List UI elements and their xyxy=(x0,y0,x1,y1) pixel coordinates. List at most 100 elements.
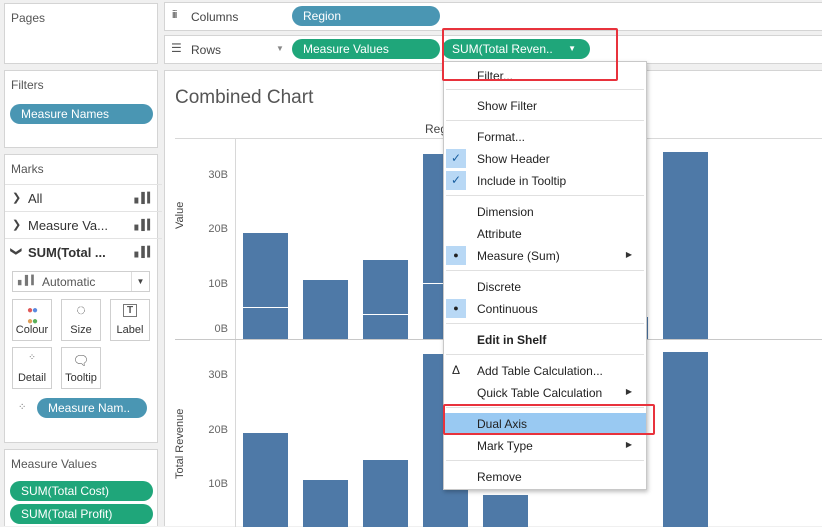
menu-item-include-in-tooltip[interactable]: ✓ Include in Tooltip xyxy=(444,170,646,191)
chart-bar[interactable] xyxy=(363,259,408,339)
menu-item-label: Include in Tooltip xyxy=(477,174,567,188)
columns-shelf: iii Columns Region xyxy=(164,2,822,31)
menu-item-label: Dual Axis xyxy=(477,417,528,431)
chart-bar[interactable] xyxy=(243,232,288,339)
checkmark-icon: ✓ xyxy=(446,149,466,168)
chart-bar[interactable] xyxy=(303,480,348,527)
size-icon: ◌ xyxy=(76,302,86,319)
columns-label: Columns xyxy=(191,10,239,24)
menu-item-attribute[interactable]: Attribute xyxy=(444,223,646,244)
menu-item-label: Quick Table Calculation xyxy=(477,386,603,400)
bar-mark-icon: ▖▌▍ xyxy=(134,247,155,258)
menu-separator xyxy=(446,270,644,271)
menu-item-mark-type[interactable]: Mark Type ▶ xyxy=(444,435,646,456)
menu-item-show-header[interactable]: ✓ Show Header xyxy=(444,148,646,169)
rows-pill-measure-values[interactable]: Measure Values xyxy=(292,39,440,59)
tooltip-icon: 🗨 xyxy=(72,353,90,368)
detail-button[interactable]: ⁘ Detail xyxy=(12,347,52,389)
menu-item-dimension[interactable]: Dimension xyxy=(444,201,646,222)
bar-mark-icon: ▖▌▍ xyxy=(18,275,39,285)
delta-icon: Δ xyxy=(452,363,461,377)
chart-bar[interactable] xyxy=(363,459,408,527)
marks-field-pill[interactable]: Measure Nam.. xyxy=(37,398,147,418)
mark-type-value: Automatic xyxy=(42,275,96,289)
chart-bar[interactable] xyxy=(243,432,288,527)
marks-row-label: SUM(Total ... xyxy=(28,245,106,260)
measure-pill-total-profit[interactable]: SUM(Total Profit) xyxy=(10,504,153,524)
filter-pill-measure-names[interactable]: Measure Names xyxy=(10,104,153,124)
y-tick: 20B xyxy=(208,223,228,235)
menu-item-edit-in-shelf[interactable]: Edit in Shelf xyxy=(444,329,646,350)
filters-panel: Filters Measure Names xyxy=(4,70,158,148)
y-tick: 10B xyxy=(208,478,228,490)
marks-title: Marks xyxy=(11,162,44,176)
y-tick: 30B xyxy=(208,169,228,181)
menu-item-show-filter[interactable]: Show Filter xyxy=(444,95,646,116)
measure-values-title: Measure Values xyxy=(11,457,97,471)
size-label: Size xyxy=(70,324,92,336)
menu-item-measure-sum[interactable]: ● Measure (Sum) ▶ xyxy=(444,245,646,266)
menu-separator xyxy=(446,460,644,461)
marks-row-sum-total[interactable]: ❯ SUM(Total ... ▖▌▍ xyxy=(5,238,162,265)
menu-item-continuous[interactable]: ● Continuous xyxy=(444,298,646,319)
bar-segment-line xyxy=(243,307,288,309)
chevron-icon: ❯ xyxy=(12,219,22,231)
submenu-arrow-icon: ▶ xyxy=(625,440,632,449)
menu-item-format[interactable]: Format... xyxy=(444,126,646,147)
rows-icon: ☰ xyxy=(171,41,182,55)
y-tick: 10B xyxy=(208,278,228,290)
y-tick: 0B xyxy=(214,323,228,335)
chart-bar[interactable] xyxy=(483,495,528,527)
colour-label: Colour xyxy=(15,324,49,336)
marks-row-label: All xyxy=(28,191,43,206)
tooltip-button[interactable]: 🗨 Tooltip xyxy=(61,347,101,389)
menu-item-label: Measure (Sum) xyxy=(477,249,560,263)
columns-pill-region[interactable]: Region xyxy=(292,6,440,26)
colour-icon: ●● ●● xyxy=(26,305,38,327)
label-label: Label xyxy=(116,324,144,336)
axis-divider xyxy=(235,139,236,527)
size-button[interactable]: ◌ Size xyxy=(61,299,101,341)
measure-pill-total-cost[interactable]: SUM(Total Cost) xyxy=(10,481,153,501)
colour-button[interactable]: ●● ●● Colour xyxy=(12,299,52,341)
columns-icon: iii xyxy=(172,9,177,21)
y-tick: 30B xyxy=(208,369,228,381)
detail-label: Detail xyxy=(17,372,47,384)
rows-label: Rows xyxy=(191,43,222,57)
menu-item-label: Add Table Calculation... xyxy=(477,364,603,378)
rows-shelf: ☰ Rows ▼ Measure Values SUM(Total Reven.… xyxy=(164,35,822,64)
menu-separator xyxy=(446,120,644,121)
menu-item-label: Edit in Shelf xyxy=(477,333,547,347)
marks-row-all[interactable]: ❯ All ▖▌▍ xyxy=(5,184,162,211)
rows-pill-total-revenue[interactable]: SUM(Total Reven.. ▼ xyxy=(442,39,590,59)
rows-pill-label: SUM(Total Reven.. xyxy=(452,42,553,56)
bar-segment-line xyxy=(363,314,408,316)
menu-item-add-table-calculation[interactable]: Δ Add Table Calculation... xyxy=(444,360,646,381)
marks-row-measure-values[interactable]: ❯ Measure Va... ▖▌▍ xyxy=(5,211,162,238)
menu-item-quick-table-calculation[interactable]: Quick Table Calculation ▶ xyxy=(444,382,646,403)
shelf-dropdown-icon[interactable]: ▼ xyxy=(276,44,284,53)
detail-icon: ⁘ xyxy=(28,352,36,362)
highlight-dual-axis-box xyxy=(443,404,655,435)
label-button[interactable]: T Label xyxy=(110,299,150,341)
menu-separator xyxy=(446,323,644,324)
checkmark-icon: ✓ xyxy=(446,171,466,190)
menu-item-label: Discrete xyxy=(477,280,522,294)
chevron-icon: ❯ xyxy=(12,192,22,204)
marks-panel: Marks ❯ All ▖▌▍ ❯ Measure Va... ▖▌▍ ❯ SU… xyxy=(4,154,162,443)
label-icon: T xyxy=(111,304,149,317)
bar-mark-icon: ▖▌▍ xyxy=(134,220,155,231)
chart-bar[interactable] xyxy=(663,352,708,527)
chart-bar[interactable] xyxy=(303,280,348,339)
menu-item-discrete[interactable]: Discrete xyxy=(444,276,646,297)
menu-item-remove[interactable]: Remove xyxy=(444,466,646,487)
measure-values-panel: Measure Values SUM(Total Cost) SUM(Total… xyxy=(4,449,158,526)
chart-bar[interactable] xyxy=(663,152,708,339)
radio-dot-icon: ● xyxy=(446,246,466,265)
menu-item-label: Attribute xyxy=(477,227,522,241)
dropdown-arrow-icon: ▼ xyxy=(131,272,149,291)
y-tick: 20B xyxy=(208,424,228,436)
mark-type-dropdown[interactable]: ▖▌▍ Automatic ▼ xyxy=(12,271,150,292)
menu-item-dual-axis[interactable]: Dual Axis xyxy=(444,413,646,434)
context-menu: Filter... Show Filter Format... ✓ Show Heade… xyxy=(443,61,647,490)
